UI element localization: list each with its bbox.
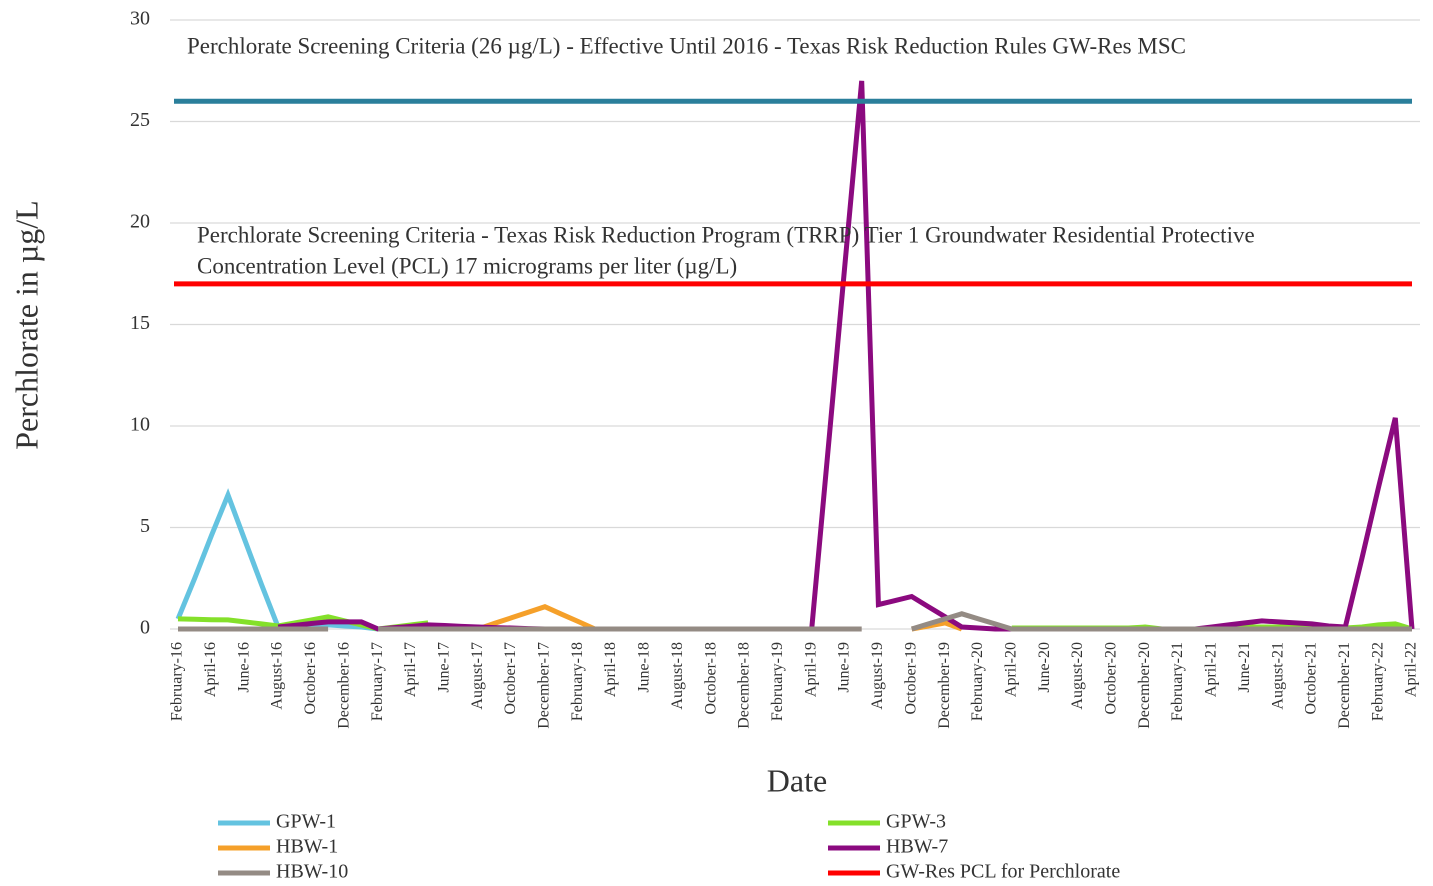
series-line <box>477 604 963 632</box>
x-tick-label: June-19 <box>836 642 853 693</box>
x-tick-label: August-19 <box>869 642 886 710</box>
legend-label: HBW-1 <box>276 836 338 858</box>
x-tick-label: December-18 <box>736 642 753 729</box>
x-tick-label: October-19 <box>902 642 919 715</box>
x-tick-label: October-18 <box>702 642 719 715</box>
y-tick-label: 20 <box>130 211 150 233</box>
x-tick-label: June-20 <box>1036 642 1053 693</box>
x-tick-label: April-21 <box>1203 642 1220 697</box>
x-tick-label: April-19 <box>802 642 819 697</box>
x-tick-label: June-16 <box>235 642 252 693</box>
x-tick-label: February-21 <box>1169 642 1186 721</box>
y-tick-label: 5 <box>140 515 150 537</box>
y-axis-title: Perchlorate in µg/L <box>8 200 44 449</box>
x-tick-label: April-18 <box>602 642 619 697</box>
x-tick-label: June-18 <box>636 642 653 693</box>
series-line <box>175 488 379 632</box>
y-tick-label: 15 <box>130 312 150 334</box>
x-tick-label: April-16 <box>202 642 219 697</box>
x-tick-label: February-17 <box>369 642 386 721</box>
x-tick-label: August-16 <box>269 642 286 710</box>
x-tick-label: April-22 <box>1403 642 1420 697</box>
legend-label: HBW-7 <box>886 836 948 858</box>
x-tick-label: August-20 <box>1069 642 1086 710</box>
x-tick-label: June-17 <box>435 642 452 693</box>
x-tick-label: August-17 <box>469 642 486 710</box>
x-tick-label: December-19 <box>936 642 953 729</box>
x-tick-label: October-21 <box>1303 642 1320 715</box>
legend-label: GPW-3 <box>886 811 946 833</box>
x-tick-label: June-21 <box>1236 642 1253 693</box>
y-tick-label: 25 <box>130 109 150 131</box>
y-tick-label: 0 <box>140 617 150 639</box>
x-tick-label: April-20 <box>1002 642 1019 697</box>
x-tick-label: February-18 <box>569 642 586 721</box>
legend-label: GPW-1 <box>276 811 336 833</box>
x-tick-label: August-18 <box>669 642 686 710</box>
x-tick-label: December-16 <box>335 642 352 729</box>
series-line <box>178 611 1412 632</box>
legend-label: HBW-10 <box>276 861 348 883</box>
annotation: Perchlorate Screening Criteria (26 µg/L)… <box>187 33 1186 58</box>
annotation: Concentration Level (PCL) 17 micrograms … <box>197 253 737 278</box>
x-tick-label: December-17 <box>536 642 553 729</box>
x-tick-label: February-16 <box>169 642 186 721</box>
x-tick-label: August-21 <box>1269 642 1286 710</box>
y-tick-label: 10 <box>130 414 150 436</box>
series-line <box>277 80 1415 632</box>
x-tick-label: December-20 <box>1136 642 1153 729</box>
x-tick-label: February-19 <box>769 642 786 721</box>
x-tick-label: December-21 <box>1336 642 1353 729</box>
x-axis-title: Date <box>767 762 827 798</box>
legend-label: GW-Res PCL for Perchlorate <box>886 861 1120 883</box>
y-tick-label: 30 <box>130 8 150 30</box>
x-tick-label: February-22 <box>1369 642 1386 721</box>
x-tick-label: October-20 <box>1103 642 1120 715</box>
annotation: Perchlorate Screening Criteria - Texas R… <box>197 222 1255 247</box>
x-tick-label: February-20 <box>969 642 986 721</box>
x-tick-label: October-16 <box>302 642 319 715</box>
x-tick-label: April-17 <box>402 642 419 697</box>
x-tick-label: October-17 <box>502 642 519 715</box>
